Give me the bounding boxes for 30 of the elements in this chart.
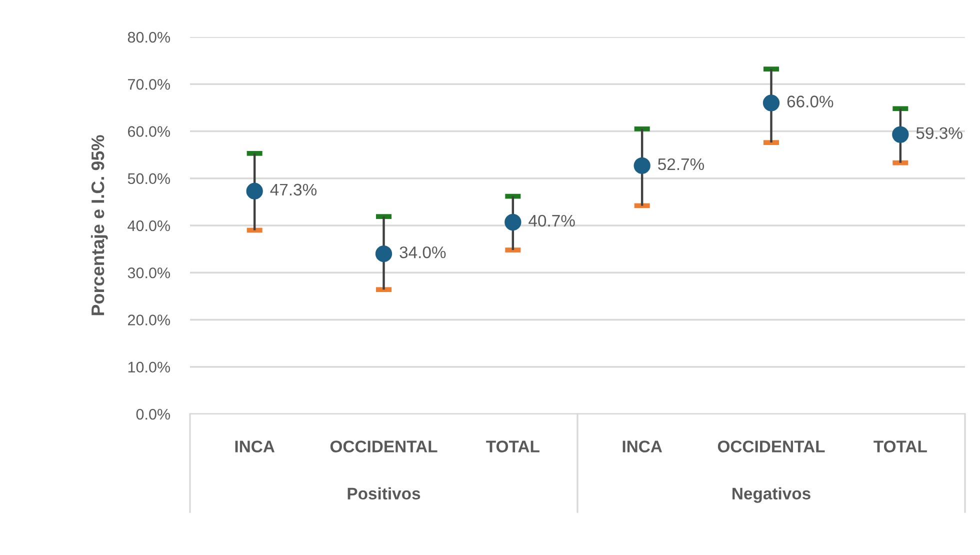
data-label: 47.3% (270, 184, 317, 196)
y-tick-label: 70.0% (128, 78, 170, 90)
x-tick-label: OCCIDENTAL (330, 440, 438, 452)
y-tick-label: 60.0% (128, 126, 170, 137)
y-tick-label: 20.0% (128, 314, 170, 326)
text: Negativos (732, 487, 810, 503)
x-tick-label: INCA (622, 440, 662, 452)
point (375, 245, 392, 262)
x-tick-label: OCCIDENTAL (718, 440, 825, 452)
point (246, 182, 263, 200)
y-tick-label: 50.0% (128, 173, 170, 184)
x-tick-label: INCA (235, 440, 275, 452)
x-tick-label: TOTAL (486, 440, 540, 452)
y-tick-label: 30.0% (128, 267, 170, 278)
data-label: 34.0% (400, 246, 446, 258)
y-tick-label: 10.0% (128, 362, 170, 373)
data-label: 66.0% (787, 96, 834, 108)
data-label: 52.7% (658, 158, 704, 170)
point (634, 157, 650, 174)
point (762, 94, 780, 112)
data-label: 40.7% (528, 214, 575, 227)
point (504, 214, 522, 231)
y-tick-label: 80.0% (128, 32, 170, 43)
text: Positivos (348, 487, 420, 500)
y-tick-label: 40.0% (128, 220, 170, 232)
y-tick-label: 0.0% (136, 408, 170, 420)
y-axis-title: Porcentaje e I.C. 95% (90, 135, 108, 316)
point (892, 126, 909, 143)
x-tick-label: TOTAL (874, 440, 927, 452)
data-label: 59.3% (916, 127, 962, 140)
